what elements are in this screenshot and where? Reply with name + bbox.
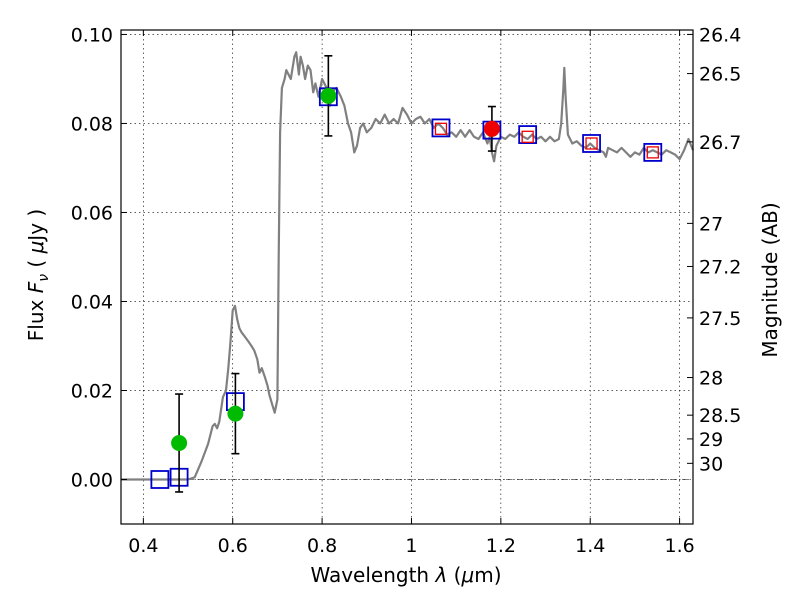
magnitude-tick-label: 27.5 <box>699 308 741 330</box>
magnitude-tick-label: 26.4 <box>699 24 741 46</box>
y-tick-label: 0.00 <box>71 469 113 491</box>
grid-lines <box>121 30 693 524</box>
optical-detection-marker <box>320 87 337 104</box>
magnitude-tick-label: 30 <box>699 453 723 475</box>
magnitude-tick-label: 26.5 <box>699 64 741 86</box>
y-tick-label: 0.10 <box>71 24 113 46</box>
x-axis-label: Wavelength λ (μm) <box>310 563 501 587</box>
x-tick-label: 0.8 <box>307 535 337 557</box>
plot-frame <box>120 29 694 525</box>
x-tick-label: 1.2 <box>486 535 516 557</box>
y-tick-label: 0.08 <box>71 113 113 135</box>
optical-detection-marker <box>227 405 244 422</box>
y-tick-label: 0.02 <box>71 380 113 402</box>
magnitude-tick-label: 28.5 <box>699 405 741 427</box>
magnitude-tick-label: 29 <box>699 429 723 451</box>
magnitude-tick-label: 28 <box>699 368 723 390</box>
model-photometry-square <box>518 125 538 144</box>
nir-point-square <box>585 137 598 150</box>
y-axis-label: Flux Fν ( μJy ) <box>24 209 52 341</box>
magnitude-tick-label: 27.2 <box>699 256 741 278</box>
model-spectrum-line <box>121 51 695 481</box>
model-photometry-square <box>150 470 170 489</box>
x-tick-label: 1 <box>405 535 417 557</box>
x-tick-label: 0.4 <box>128 535 158 557</box>
nir-point-square <box>521 130 534 143</box>
axis-ticks: 0.4 0.6 0.8 1 1.2 1.4 1.6 0.00 0.02 0.04 0.06 0.08 0… <box>71 24 742 557</box>
model-photometry-square <box>643 142 663 162</box>
magnitude-axis-label: Magnitude (AB) <box>758 202 782 357</box>
nir-detection-marker <box>483 120 500 137</box>
magnitude-tick-label: 27 <box>699 213 723 235</box>
x-tick-label: 1.6 <box>664 535 694 557</box>
y-tick-label: 0.06 <box>71 202 113 224</box>
model-photometry-square <box>431 118 451 138</box>
data-series <box>121 51 695 493</box>
y-tick-label: 0.04 <box>71 291 113 313</box>
nir-point-square <box>434 122 448 135</box>
model-photometry-square <box>582 134 601 153</box>
x-tick-label: 0.6 <box>218 535 248 557</box>
x-tick-label: 1.4 <box>575 535 605 557</box>
nir-point-square <box>646 146 659 159</box>
optical-detection-marker <box>171 435 188 452</box>
magnitude-tick-label: 26.7 <box>699 132 741 154</box>
